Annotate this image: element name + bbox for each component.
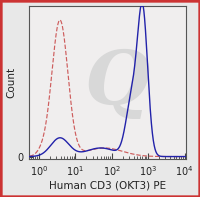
Text: Q: Q <box>84 46 150 119</box>
Y-axis label: Count: Count <box>6 67 16 98</box>
X-axis label: Human CD3 (OKT3) PE: Human CD3 (OKT3) PE <box>49 181 166 191</box>
